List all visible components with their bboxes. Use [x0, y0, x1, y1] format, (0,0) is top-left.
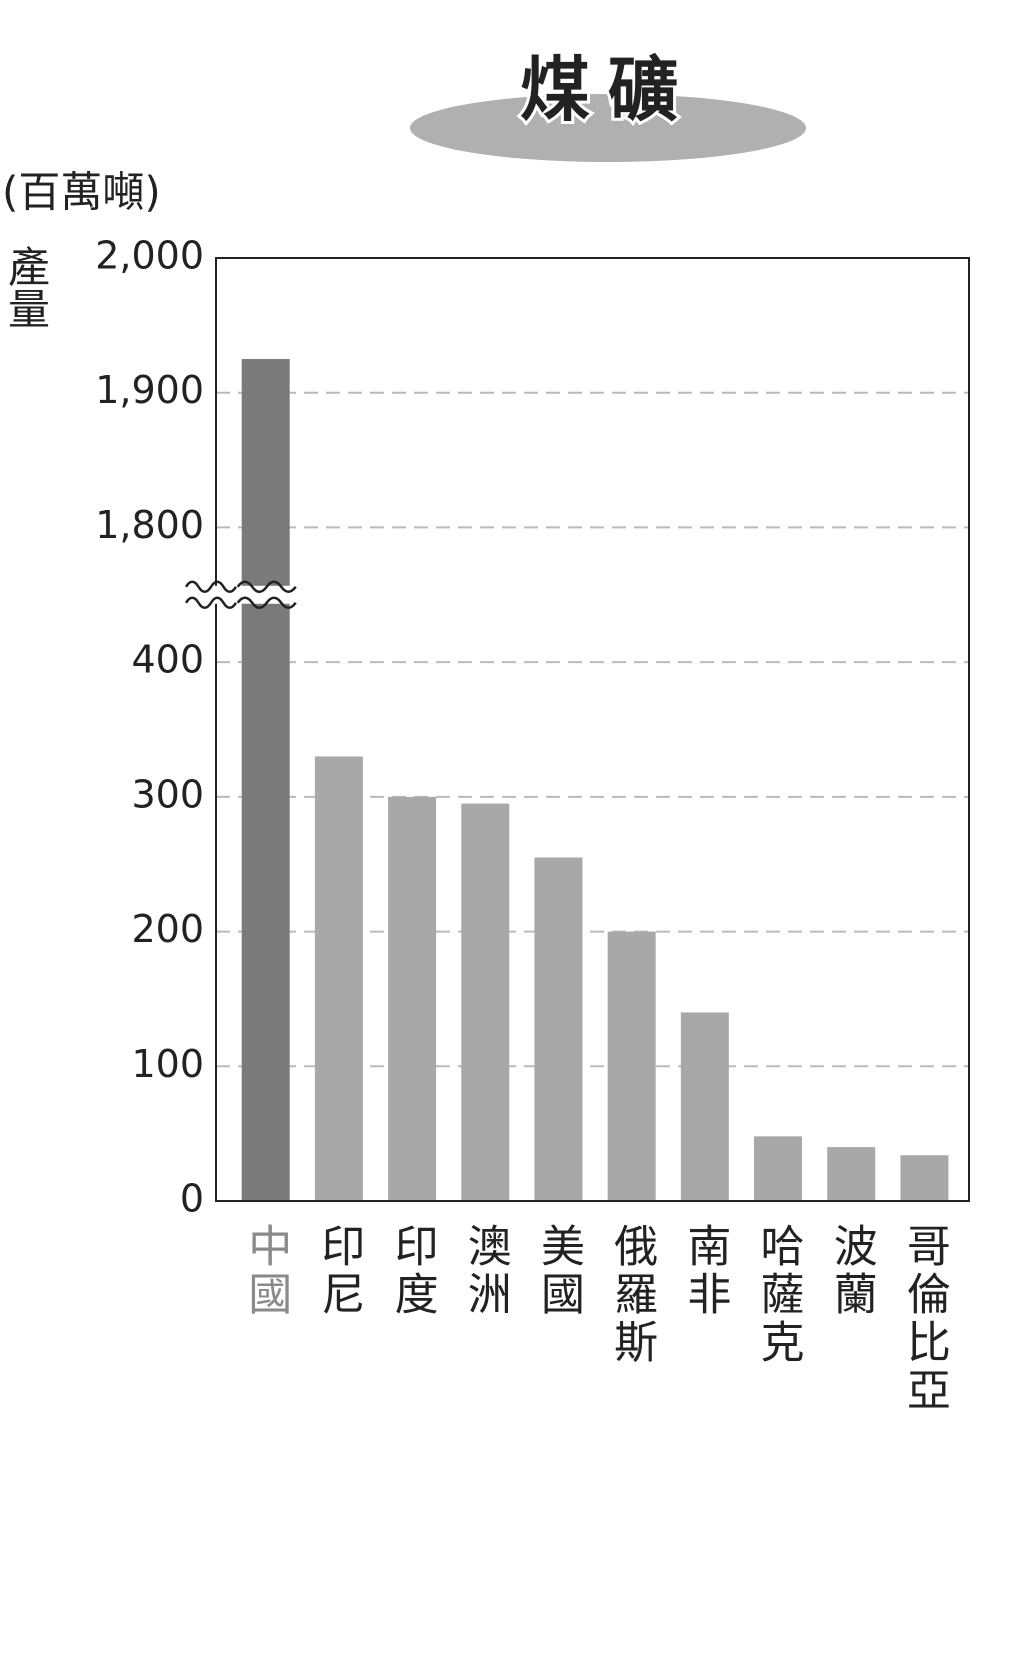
break-mark [184, 596, 238, 610]
x-tick-label: 波蘭 [826, 1223, 877, 1319]
y-tick-label: 1,800 [95, 503, 204, 547]
bar [680, 1012, 729, 1201]
x-tick-label: 澳洲 [460, 1223, 511, 1319]
x-tick-label: 印尼 [313, 1223, 364, 1319]
bar [314, 756, 363, 1201]
y-tick-label: 200 [131, 907, 204, 951]
bar [754, 1136, 803, 1201]
plot-frame [215, 257, 970, 1202]
bar [900, 1155, 949, 1201]
bar [827, 1147, 876, 1201]
y-tick-label: 1,900 [95, 368, 204, 412]
bar [461, 803, 510, 1201]
x-tick-label: 中國 [240, 1223, 291, 1319]
x-tick-label: 哥倫比亞 [899, 1223, 950, 1415]
chart-title: 煤礦 [520, 49, 696, 131]
unit-label: (百萬噸) [2, 168, 161, 217]
bar [388, 796, 437, 1201]
y-tick-label: 100 [131, 1042, 204, 1086]
y-tick-label: 0 [180, 1177, 204, 1221]
x-tick-label: 美國 [533, 1223, 584, 1319]
bar [607, 931, 656, 1201]
bar [534, 857, 583, 1201]
y-tick-label: 2,000 [95, 234, 204, 278]
y-axis-label: 產量 [2, 245, 51, 329]
x-tick-label: 俄羅斯 [606, 1223, 658, 1367]
bar [241, 359, 290, 1201]
y-tick-label: 300 [131, 772, 204, 816]
x-tick-label: 哈薩克 [753, 1223, 804, 1367]
break-mark [184, 580, 238, 594]
y-tick-label: 400 [131, 638, 204, 682]
x-tick-label: 南非 [679, 1223, 730, 1319]
break-mark [236, 596, 297, 610]
title-backdrop [410, 94, 806, 162]
break-mark [236, 580, 297, 594]
x-tick-label: 印度 [387, 1223, 438, 1319]
